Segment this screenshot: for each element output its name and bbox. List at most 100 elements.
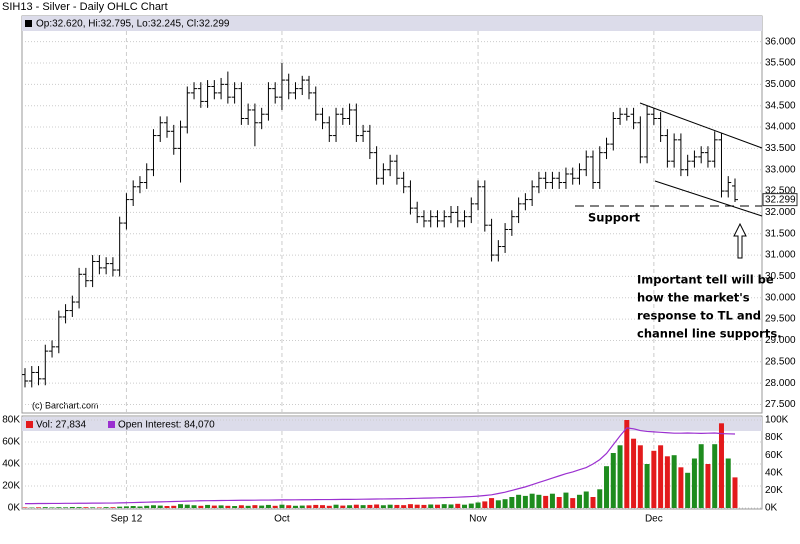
volume-bar [76, 507, 82, 508]
volume-bar [259, 505, 265, 508]
y-tick-label: 31.500 [765, 228, 796, 239]
volume-bar [286, 505, 292, 508]
y-tick-label: 36.000 [765, 36, 796, 47]
volume-bar [36, 507, 42, 508]
volume-bar [725, 458, 731, 508]
y-tick-label: 35.000 [765, 79, 796, 90]
volume-bar [394, 504, 400, 508]
y2-tick-label: 40K [765, 467, 783, 478]
volume-bar [22, 507, 28, 508]
volume-bar [353, 504, 359, 508]
volume-bar [211, 505, 217, 508]
volume-bar [313, 504, 319, 508]
y-tick-label: 32.500 [765, 186, 796, 197]
volume-bar [265, 504, 271, 508]
volume-bar [516, 494, 522, 508]
chart-title: SIH13 - Silver - Daily OHLC Chart [2, 1, 168, 13]
y-tick-label: 60K [2, 437, 20, 448]
legend-swatch [108, 421, 115, 428]
note-line: response to TL and [637, 309, 761, 323]
volume-bar [299, 505, 305, 508]
volume-bar [184, 504, 190, 508]
y-tick-label: 32.000 [765, 207, 796, 218]
volume-bar [90, 507, 96, 508]
volume-bar [685, 472, 691, 508]
volume-bar [421, 504, 427, 508]
volume-bar [96, 507, 102, 508]
x-tick-label: Oct [274, 514, 290, 525]
y-tick-label: 27.500 [765, 399, 796, 410]
volume-bar [150, 505, 156, 508]
note-line: Important tell will be [637, 273, 774, 287]
volume-bar [637, 445, 643, 508]
y-tick-label: 29.500 [765, 314, 796, 325]
volume-bar [678, 467, 684, 508]
volume-bar [441, 504, 447, 508]
volume-bar [340, 505, 346, 508]
volume-bar [414, 504, 420, 508]
note-line: channel line supports. [637, 327, 782, 341]
volume-bar [49, 507, 55, 508]
volume-bar [205, 504, 211, 508]
volume-bar [502, 499, 508, 508]
volume-bar [671, 455, 677, 508]
volume-bar [543, 495, 549, 508]
y2-tick-label: 0K [765, 503, 778, 514]
volume-bar [171, 505, 177, 508]
volume-bar [631, 438, 637, 508]
volume-bar [407, 504, 413, 508]
volume-bar [448, 504, 454, 508]
volume-bar [191, 505, 197, 508]
volume-bar [563, 492, 569, 508]
volume-bar [333, 504, 339, 508]
volume-bar [664, 456, 670, 508]
y-tick-label: 33.500 [765, 143, 796, 154]
volume-bar [130, 506, 136, 508]
channel-line [639, 102, 763, 149]
volume-bar [157, 505, 163, 508]
volume-bar [434, 504, 440, 508]
y2-tick-label: 60K [765, 450, 783, 461]
volume-bar [123, 506, 129, 508]
x-tick-label: Sep 12 [111, 514, 143, 525]
volume-bar [272, 505, 278, 508]
volume-bar [164, 506, 170, 508]
volume-bar [529, 493, 535, 508]
volume-bar [644, 464, 650, 508]
volume-bar [732, 477, 738, 508]
volume-bar [570, 498, 576, 508]
volume-bar [583, 491, 589, 508]
volume-bar [462, 504, 468, 508]
price-header [22, 16, 762, 31]
volume-bar [360, 505, 366, 508]
legend-swatch [25, 20, 32, 27]
volume-bar [225, 505, 231, 508]
volume-bar [597, 489, 603, 508]
y-tick-label: 35.500 [765, 58, 796, 69]
y-tick-label: 34.500 [765, 100, 796, 111]
volume-bar [374, 504, 380, 508]
volume-bar [279, 504, 285, 508]
volume-bar [482, 501, 488, 508]
volume-bar [556, 497, 562, 508]
volume-bar [320, 505, 326, 508]
y-tick-label: 30.000 [765, 292, 796, 303]
volume-bar [144, 505, 150, 508]
y-tick-label: 29.000 [765, 335, 796, 346]
volume-bar [691, 458, 697, 508]
y-tick-label: 28.500 [765, 356, 796, 367]
y-tick-label: 80K [2, 415, 20, 426]
y-tick-label: 0K [8, 503, 21, 514]
arrow [733, 222, 747, 259]
volume-bar [610, 453, 616, 508]
volume-bar [137, 506, 143, 508]
y-tick-label: 30.500 [765, 271, 796, 282]
last-price-label: 32.299 [765, 194, 796, 205]
volume-bar [604, 466, 610, 508]
volume-bar [536, 494, 542, 508]
volume-bar [617, 445, 623, 508]
note-line: how the market's [637, 291, 750, 305]
legend-swatch [26, 421, 33, 428]
